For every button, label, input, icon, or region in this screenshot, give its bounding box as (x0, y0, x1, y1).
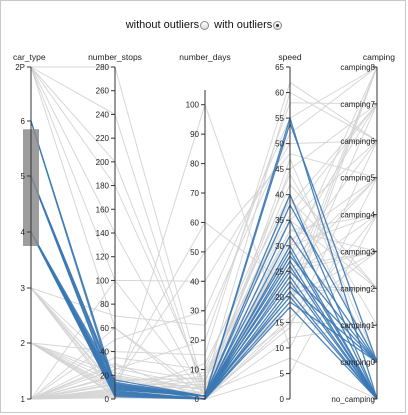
axis-camping[interactable]: camping no_camping camping0 camping1 camping… (331, 52, 395, 404)
tick-label: 0 (105, 395, 110, 404)
tick-label: camping6 (340, 137, 375, 146)
tick-label: 80 (190, 160, 199, 169)
tick-label: 120 (96, 253, 110, 262)
tick-label: 70 (190, 189, 199, 198)
tick-label: 220 (96, 134, 110, 143)
with-outliers-radio[interactable] (273, 20, 283, 30)
tick-label: 100 (96, 276, 110, 285)
highlighted-line (30, 231, 378, 400)
highlighted-line (30, 231, 378, 400)
highlighted-line (30, 231, 378, 400)
tick-label: 280 (96, 63, 110, 72)
tick-label: 20 (190, 336, 199, 345)
axis-speed[interactable]: speed 0 5 10 15 20 25 30 35 40 45 50 55 60 65 (275, 52, 302, 404)
tick-label: 3 (21, 284, 26, 293)
tick-label: 60 (275, 89, 284, 98)
axis-title: camping (363, 52, 395, 62)
without-outliers-label: without outliers (125, 19, 200, 31)
background-line (30, 193, 378, 400)
tick-label: camping1 (340, 321, 375, 330)
tick-label: 0 (195, 395, 200, 404)
tick-label: 240 (96, 110, 110, 119)
tick-label: 40 (100, 348, 109, 357)
axis-car-type[interactable]: car_type 1 2 3 4 5 6 2P (13, 52, 46, 404)
tick-label: 20 (275, 293, 284, 302)
tick-label: 5 (280, 369, 285, 378)
tick-label: 15 (275, 318, 284, 327)
tick-label: 65 (275, 63, 284, 72)
with-outliers-option[interactable]: with outliers (214, 19, 283, 31)
with-outliers-label: with outliers (214, 19, 273, 31)
highlighted-line (30, 231, 378, 400)
tick-label: 35 (275, 216, 284, 225)
axis-number-stops[interactable]: number_stops 0 20 40 60 80 100 120 140 160 180 200 2… (88, 52, 142, 404)
tick-label: 50 (190, 248, 199, 257)
tick-label: 260 (96, 87, 110, 96)
tick-label: camping0 (340, 358, 375, 367)
tick-label: 140 (96, 229, 110, 238)
highlighted-line (30, 115, 378, 400)
without-outliers-radio[interactable] (200, 20, 210, 30)
tick-label: 160 (96, 205, 110, 214)
tick-label: 20 (100, 371, 109, 380)
tick-label: camping4 (340, 211, 375, 220)
tick-label: camping3 (340, 247, 375, 256)
tick-label: 4 (21, 228, 26, 237)
tick-label: 200 (96, 158, 110, 167)
tick-label: 50 (275, 140, 284, 149)
tick-label: no_camping (331, 395, 375, 404)
tick-label: 180 (96, 182, 110, 191)
without-outliers-option[interactable]: without outliers (125, 19, 210, 31)
tick-label: 100 (186, 101, 200, 110)
tick-label: 45 (275, 165, 284, 174)
axis-title: car_type (13, 52, 46, 62)
axis-title: number_days (179, 52, 231, 62)
tick-label: 5 (21, 172, 26, 181)
highlighted-line (30, 231, 378, 400)
tick-label: 0 (280, 395, 285, 404)
outlier-toggle: without outliers with outliers (0, 19, 408, 35)
tick-label: 60 (190, 218, 199, 227)
tick-label: 30 (190, 307, 199, 316)
tick-label: 60 (100, 324, 109, 333)
tick-label: 40 (275, 191, 284, 200)
highlighted-line (30, 231, 378, 400)
axes: car_type1234562Pnumber_stops020406080100… (13, 52, 395, 404)
highlighted-line (30, 231, 378, 400)
highlighted-line (30, 231, 378, 400)
tick-label: 55 (275, 114, 284, 123)
axis-title: number_stops (88, 52, 142, 62)
tick-label: 1 (21, 395, 26, 404)
tick-label: 10 (190, 366, 199, 375)
tick-label: 40 (190, 277, 199, 286)
tick-label: 90 (190, 130, 199, 139)
tick-label: 2P (15, 63, 25, 72)
tick-label: camping5 (340, 174, 375, 183)
highlighted-line (30, 231, 378, 400)
tick-label: 10 (275, 344, 284, 353)
tick-label: camping8 (340, 63, 375, 72)
tick-label: camping7 (340, 100, 375, 109)
tick-label: 6 (21, 117, 26, 126)
highlighted-lines (30, 115, 378, 400)
tick-label: 30 (275, 242, 284, 251)
highlighted-line (30, 231, 378, 400)
tick-label: 80 (100, 300, 109, 309)
axis-number-days[interactable]: number_days 0 10 20 30 40 50 60 70 80 90 100 (179, 52, 231, 404)
axis-title: speed (278, 52, 301, 62)
tick-label: 25 (275, 267, 284, 276)
tick-label: camping2 (340, 284, 375, 293)
tick-label: 2 (21, 339, 26, 348)
